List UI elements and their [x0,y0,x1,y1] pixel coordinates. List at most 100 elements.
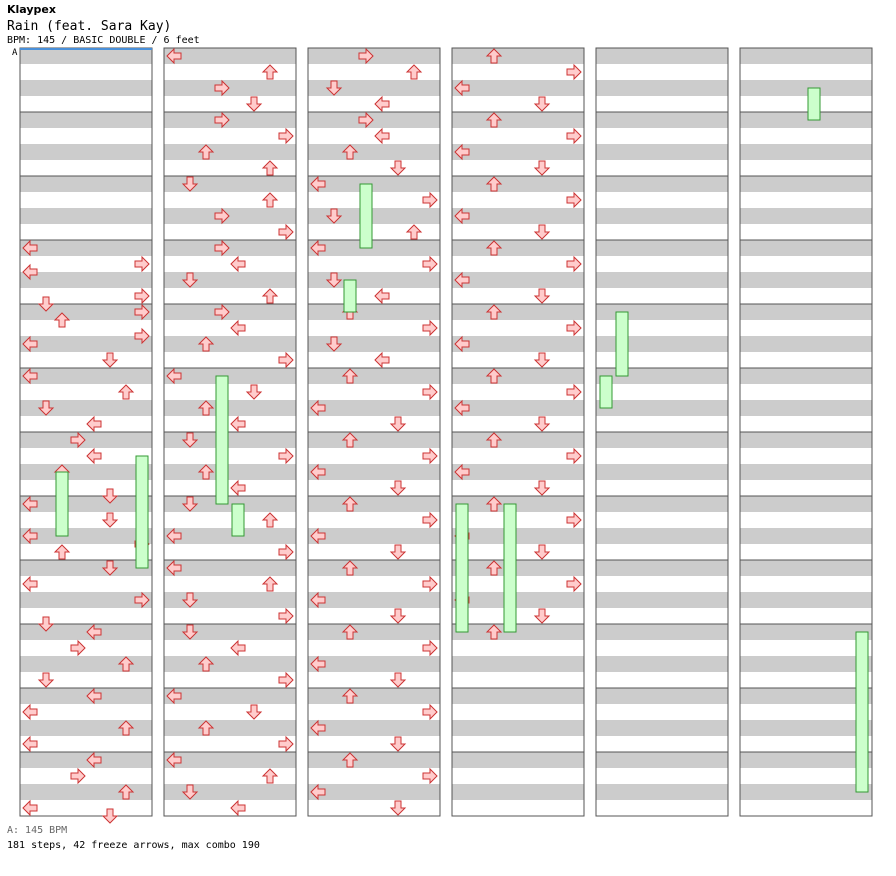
step-arrow [422,575,438,593]
chart-band [596,624,728,640]
step-arrow [261,192,279,208]
chart-band [308,224,440,240]
chart-band [452,208,584,224]
chart-band [596,672,728,688]
chart-band [164,688,296,704]
chart-band [164,176,296,192]
chart-band [308,320,440,336]
step-arrow [341,752,359,768]
step-arrow [341,624,359,640]
chart-band [164,320,296,336]
chart-band [164,736,296,752]
chart-band [452,368,584,384]
freeze-arrow [855,631,869,793]
step-arrow [341,560,359,576]
chart-band [596,432,728,448]
chart-band [308,464,440,480]
chart-band [308,368,440,384]
chart-band [452,560,584,576]
chart-band [740,464,872,480]
chart-band [20,624,152,640]
step-arrow [341,496,359,512]
chart-band [452,320,584,336]
chart-band [740,384,872,400]
chart-band [164,480,296,496]
chart-band [164,208,296,224]
chart-band [452,736,584,752]
chart-band [596,144,728,160]
chart-band [20,736,152,752]
chart-band [596,736,728,752]
chart-band [164,384,296,400]
chart-band [740,432,872,448]
chart-band [596,336,728,352]
chart-band [20,640,152,656]
chart-band [452,224,584,240]
freeze-arrow [343,279,357,313]
step-arrow [230,799,246,817]
chart-band [740,720,872,736]
bpm-change-line [20,48,152,50]
step-arrow [389,544,407,560]
chart-band [164,304,296,320]
chart-band [740,656,872,672]
step-arrow [53,312,71,328]
chart-band [308,640,440,656]
chart-band [20,192,152,208]
chart-band [20,672,152,688]
chart-band [20,688,152,704]
chart-band [164,256,296,272]
chart-band [164,352,296,368]
chart-band [308,432,440,448]
chart-band [452,512,584,528]
chart-band [20,80,152,96]
step-arrow [422,767,438,785]
chart-band [740,544,872,560]
chart-band [20,208,152,224]
chart-band [740,368,872,384]
chart-band [596,368,728,384]
step-arrow [278,223,294,241]
chart-band [164,800,296,816]
step-arrow [533,416,551,432]
step-arrow [214,303,230,321]
bpm-marker: A [12,48,18,58]
step-arrow [70,431,86,449]
chart-band [596,288,728,304]
chart-band [164,160,296,176]
chart-band [452,160,584,176]
step-arrow [37,672,55,688]
chart-band [740,64,872,80]
chart-band [20,576,152,592]
step-arrow [566,319,582,337]
chart-band [740,672,872,688]
chart-band [596,576,728,592]
chart-band [20,288,152,304]
step-arrow [454,207,470,225]
chart-band [20,272,152,288]
chart-band [740,576,872,592]
step-arrow [389,480,407,496]
step-arrow [22,735,38,753]
chart-band [596,352,728,368]
chart-band [452,112,584,128]
step-arrow [566,511,582,529]
step-arrow [230,255,246,273]
chart-band [452,48,584,64]
chart-band [596,192,728,208]
chart-band [740,496,872,512]
chart-band [596,720,728,736]
chart-band [20,224,152,240]
freeze-arrow [215,375,229,505]
freeze-arrow [599,375,613,409]
chart-band [164,768,296,784]
chart-band [740,304,872,320]
chart-band [452,704,584,720]
step-arrow [261,288,279,304]
chart-band [20,48,152,64]
chart-band [740,256,872,272]
chart-band [20,496,152,512]
chart-band [452,768,584,784]
chart-band [740,800,872,816]
chart-band [596,176,728,192]
